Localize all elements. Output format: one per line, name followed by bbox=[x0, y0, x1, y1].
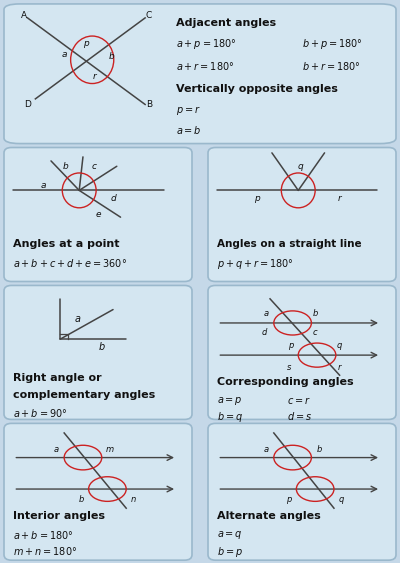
Text: C: C bbox=[146, 11, 152, 20]
Text: r: r bbox=[338, 194, 342, 203]
Text: d: d bbox=[262, 328, 267, 337]
Text: q: q bbox=[339, 495, 344, 504]
Text: Angles at a point: Angles at a point bbox=[14, 239, 120, 249]
Text: r: r bbox=[338, 363, 341, 372]
Text: p: p bbox=[254, 194, 260, 203]
Text: $a=q$: $a=q$ bbox=[218, 529, 243, 540]
Text: Angles on a straight line: Angles on a straight line bbox=[218, 239, 362, 249]
Text: $a+b=90°$: $a+b=90°$ bbox=[14, 408, 68, 419]
FancyBboxPatch shape bbox=[208, 148, 396, 282]
Text: p: p bbox=[288, 341, 294, 350]
FancyBboxPatch shape bbox=[4, 4, 396, 144]
Text: $p=r$: $p=r$ bbox=[176, 105, 201, 118]
Text: B: B bbox=[146, 100, 152, 109]
FancyBboxPatch shape bbox=[208, 423, 396, 560]
FancyBboxPatch shape bbox=[208, 285, 396, 419]
Text: b: b bbox=[62, 162, 68, 171]
Text: q: q bbox=[297, 162, 303, 171]
Text: Alternate angles: Alternate angles bbox=[218, 511, 321, 521]
Text: d: d bbox=[110, 194, 116, 203]
Text: $b=q$: $b=q$ bbox=[218, 410, 243, 424]
Text: Interior angles: Interior angles bbox=[14, 511, 106, 521]
Text: b: b bbox=[312, 309, 318, 318]
FancyBboxPatch shape bbox=[4, 285, 192, 419]
FancyBboxPatch shape bbox=[4, 423, 192, 560]
Text: c: c bbox=[313, 328, 318, 337]
Text: D: D bbox=[24, 100, 31, 109]
Text: s: s bbox=[287, 363, 291, 372]
Text: Right angle or: Right angle or bbox=[14, 373, 102, 382]
Text: Corresponding angles: Corresponding angles bbox=[218, 377, 354, 387]
Text: $m+n=180°$: $m+n=180°$ bbox=[14, 545, 78, 557]
Text: r: r bbox=[92, 72, 96, 81]
Text: b: b bbox=[78, 495, 84, 504]
Text: $a+p=180°$: $a+p=180°$ bbox=[176, 38, 237, 51]
Text: $c=r$: $c=r$ bbox=[287, 395, 311, 406]
Text: n: n bbox=[131, 495, 136, 504]
Text: c: c bbox=[92, 162, 97, 171]
Text: A: A bbox=[20, 11, 27, 20]
Text: $b+r=180°$: $b+r=180°$ bbox=[302, 60, 360, 72]
Text: a: a bbox=[264, 445, 269, 454]
Text: $a+b=180°$: $a+b=180°$ bbox=[14, 529, 74, 540]
Text: $a+b+c+d+e=360°$: $a+b+c+d+e=360°$ bbox=[14, 257, 128, 269]
Text: b: b bbox=[109, 52, 115, 61]
Text: p: p bbox=[84, 38, 89, 47]
Text: p: p bbox=[286, 495, 292, 504]
Text: complementary angles: complementary angles bbox=[14, 390, 156, 400]
Text: $b+p=180°$: $b+p=180°$ bbox=[302, 38, 363, 51]
Text: $a=p$: $a=p$ bbox=[218, 395, 243, 407]
Text: $p+q+r=180°$: $p+q+r=180°$ bbox=[218, 257, 294, 271]
FancyBboxPatch shape bbox=[4, 148, 192, 282]
Text: q: q bbox=[337, 341, 342, 350]
Text: a: a bbox=[264, 309, 269, 318]
Text: a: a bbox=[62, 50, 68, 59]
Text: Vertically opposite angles: Vertically opposite angles bbox=[176, 83, 338, 93]
Text: a: a bbox=[54, 445, 59, 454]
Text: $a+r=180°$: $a+r=180°$ bbox=[176, 60, 235, 72]
Text: $d=s$: $d=s$ bbox=[287, 410, 312, 422]
Text: a: a bbox=[74, 314, 80, 324]
Text: m: m bbox=[105, 445, 113, 454]
Text: a: a bbox=[41, 181, 46, 190]
Text: $a=b$: $a=b$ bbox=[176, 124, 202, 136]
Text: b: b bbox=[316, 445, 322, 454]
Text: Adjacent angles: Adjacent angles bbox=[176, 18, 277, 28]
Text: e: e bbox=[95, 210, 101, 219]
Text: b: b bbox=[99, 342, 105, 352]
Text: $b=p$: $b=p$ bbox=[218, 545, 243, 559]
